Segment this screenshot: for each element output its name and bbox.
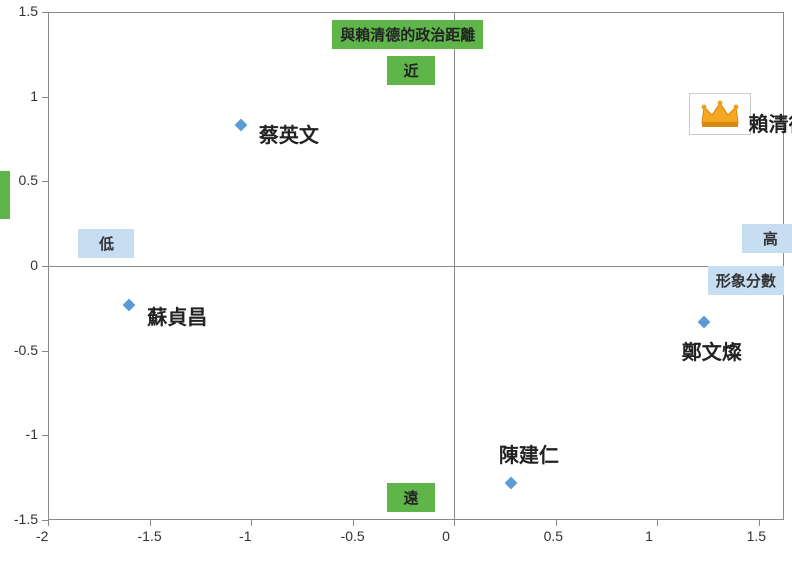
x-tick-label: -0.5 [341,528,365,544]
data-label: 蔡英文 [259,119,319,148]
x-axis-low-label: 低 [78,229,134,258]
crown-icon [689,93,751,135]
y-tick [42,181,48,182]
x-tick-label: -1 [239,528,251,544]
x-tick-label: 1 [645,528,653,544]
data-label: 陳建仁 [499,439,559,468]
y-tick [42,12,48,13]
x-tick-label: 0.5 [544,528,563,544]
y-tick-label: 1.5 [19,3,38,19]
data-label: 鄭文燦 [682,336,742,365]
x-tick [454,520,455,526]
edge-green-bar [0,171,10,218]
y-tick [42,266,48,267]
y-tick [42,351,48,352]
y-tick-label: -1 [26,426,38,442]
y-tick [42,97,48,98]
y-tick-label: -0.5 [14,342,38,358]
x-tick [48,520,49,526]
y-axis-far-label: 遠 [387,483,435,512]
y-tick [42,520,48,521]
y-axis-near-label: 近 [387,56,435,85]
x-zero-axis [48,266,784,267]
x-axis-title: 形象分數 [708,266,784,295]
y-tick-label: 0.5 [19,172,38,188]
y-tick [42,435,48,436]
x-axis-high-label: 高 [742,224,792,253]
x-tick [251,520,252,526]
data-label: 蘇貞昌 [147,301,207,330]
x-tick [759,520,760,526]
x-tick-label: 0 [442,528,450,544]
x-tick-label: -1.5 [138,528,162,544]
x-tick [657,520,658,526]
y-axis-title: 與賴清德的政治距離 [332,20,483,49]
y-tick-label: -1.5 [14,511,38,527]
y-zero-axis [454,12,455,520]
x-tick [150,520,151,526]
y-tick-label: 0 [30,257,38,273]
y-tick-label: 1 [30,88,38,104]
x-tick-label: 1.5 [747,528,766,544]
data-label: 賴清德 [749,108,792,137]
x-tick [353,520,354,526]
x-tick-label: -2 [36,528,48,544]
x-tick [556,520,557,526]
